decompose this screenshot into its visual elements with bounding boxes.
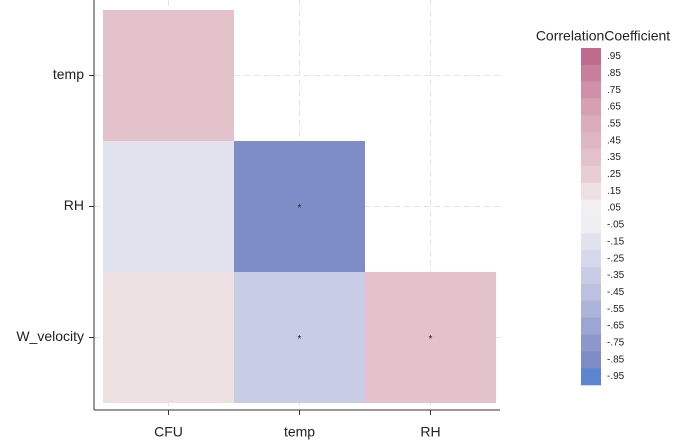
legend-swatch: [581, 351, 601, 369]
legend-label: -.15: [607, 236, 625, 247]
legend-label: .65: [607, 102, 621, 113]
heatmap-cell: [103, 141, 234, 272]
legend-swatch: [581, 300, 601, 318]
legend-label: -.55: [607, 304, 625, 315]
legend-swatch: [581, 233, 601, 251]
x-tick-label: RH: [420, 424, 440, 440]
legend-swatch: [581, 216, 601, 234]
significance-mark: *: [429, 334, 433, 345]
legend-label: -.35: [607, 270, 625, 281]
x-tick-label: CFU: [154, 424, 183, 440]
significance-mark: *: [298, 203, 302, 214]
legend-title: CorrelationCoefficient: [536, 28, 670, 44]
y-tick-label: W_velocity: [16, 328, 84, 344]
cells: [103, 10, 496, 403]
legend-swatch: [581, 283, 601, 302]
significance-mark: *: [298, 334, 302, 345]
legend-label: -.75: [607, 338, 625, 349]
legend-label: .15: [607, 186, 621, 197]
legend-swatch: [581, 132, 601, 150]
legend-label: -.65: [607, 321, 625, 332]
legend-label: .95: [607, 51, 621, 62]
legend-label: -.85: [607, 354, 625, 365]
legend-swatch: [581, 334, 601, 352]
legend-label: -.95: [607, 371, 625, 382]
heatmap-cell: [365, 272, 496, 403]
legend-swatch: [581, 199, 601, 217]
legend-label: .85: [607, 68, 621, 79]
legend-swatch: [581, 182, 601, 200]
legend-swatch: [581, 115, 601, 133]
legend-label: -.45: [607, 287, 625, 298]
y-tick-label: temp: [53, 66, 84, 82]
legend-swatch: [581, 64, 601, 82]
legend-label: -.05: [607, 220, 625, 231]
legend-label: .05: [607, 203, 621, 214]
legend-label: .25: [607, 169, 621, 180]
legend-swatch: [581, 250, 601, 268]
legend-label: -.25: [607, 253, 625, 264]
legend-label: .35: [607, 152, 621, 163]
heatmap-cell: [103, 272, 234, 403]
y-tick-label: RH: [64, 197, 84, 213]
legend-swatch: [581, 98, 601, 116]
legend-swatch: [581, 317, 601, 335]
heatmap-cell: [103, 10, 234, 141]
legend-swatch: [581, 48, 601, 66]
legend-label: .75: [607, 85, 621, 96]
legend-swatch: [581, 368, 601, 386]
legend-swatch: [581, 267, 601, 285]
heatmap-cell: [234, 141, 365, 272]
heatmap-cell: [234, 272, 365, 403]
x-tick-label: temp: [284, 424, 315, 440]
legend-label: .55: [607, 118, 621, 129]
legend-swatch: [581, 81, 601, 99]
legend-label: .45: [607, 135, 621, 146]
legend-swatch: [581, 149, 601, 167]
legend-swatch: [581, 165, 601, 184]
